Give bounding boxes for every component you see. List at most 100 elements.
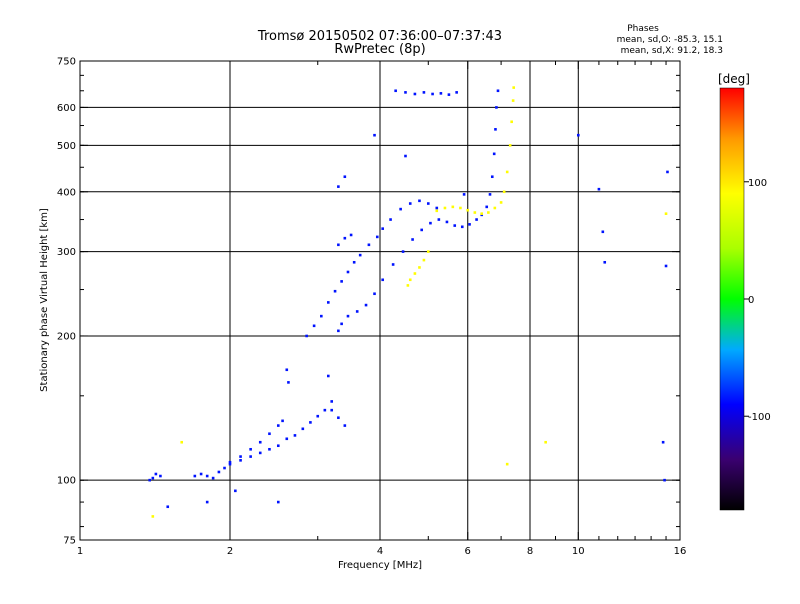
data-point-o [453, 224, 457, 227]
data-point-x [511, 99, 515, 102]
data-point-o [148, 478, 152, 482]
data-point-o [367, 243, 371, 247]
data-point-o [276, 500, 280, 504]
data-point-o [281, 419, 284, 423]
data-point-o [258, 440, 262, 444]
data-point-x [151, 515, 155, 518]
data-point-x [466, 208, 470, 212]
data-point-o [327, 301, 330, 304]
data-point-o [460, 225, 464, 229]
x-tick-label: 1 [77, 546, 83, 557]
data-point-o [455, 91, 458, 94]
data-point-o [166, 505, 170, 509]
data-point-o [494, 128, 497, 131]
data-point-o [276, 444, 280, 448]
x-tick-label: 6 [465, 546, 471, 557]
data-point-x [451, 205, 455, 209]
data-points [148, 86, 669, 518]
x-tick-label: 16 [674, 546, 687, 557]
y-tick-label: 100 [57, 476, 76, 487]
data-point-o [418, 199, 421, 203]
data-point-x [406, 284, 410, 287]
x-tick-label: 10 [572, 546, 585, 557]
chart-subtitle: RwPretec (8p) [334, 42, 425, 57]
data-point-o [337, 185, 340, 188]
data-point-o [340, 322, 343, 326]
data-point-x [499, 201, 503, 204]
x-axis-ticks: 1 2 4 6 8 10 16 [77, 61, 687, 557]
data-point-o [666, 170, 669, 174]
data-point-o [408, 202, 412, 205]
data-point-o [327, 374, 330, 378]
data-point-x [493, 206, 497, 210]
grid-lines [80, 61, 680, 540]
data-point-o [389, 218, 392, 221]
data-point-o [205, 474, 209, 478]
data-point-o [330, 408, 334, 412]
data-point-o [603, 260, 607, 264]
data-point-o [447, 93, 451, 96]
data-point-o [404, 154, 407, 158]
data-point-o [239, 455, 242, 458]
data-point-o [468, 223, 471, 226]
data-point-o [343, 236, 347, 240]
data-point-o [151, 476, 155, 480]
y-tick-label: 200 [57, 331, 76, 342]
data-point-o [268, 447, 271, 451]
data-point-o [154, 472, 158, 476]
colorbar-label: [deg] [718, 72, 750, 86]
data-point-o [293, 434, 297, 437]
y-tick-label: 600 [57, 103, 76, 114]
data-point-x [459, 206, 462, 210]
data-point-x [508, 144, 512, 147]
data-point-o [249, 447, 252, 451]
data-point-o [373, 292, 376, 296]
data-point-o [228, 462, 232, 466]
data-point-o [381, 278, 384, 282]
data-point-o [223, 466, 226, 470]
data-point-x [510, 120, 513, 124]
data-point-o [268, 432, 271, 436]
data-point-o [343, 175, 347, 179]
data-point-x [413, 272, 417, 275]
phases-legend-o-line: mean, sd,O: -85.3, 15.1 [617, 35, 723, 45]
data-point-o [490, 175, 494, 179]
data-point-o [492, 152, 496, 156]
chart-title: Tromsø 20150502 07:36:00–07:37:43 [257, 29, 502, 44]
data-point-o [373, 133, 376, 137]
data-point-x [408, 278, 412, 282]
data-point-o [346, 270, 350, 274]
data-point-o [355, 310, 359, 313]
data-point-o [358, 253, 362, 257]
data-point-o [445, 220, 449, 224]
data-point-o [576, 133, 580, 137]
y-tick-label: 75 [63, 536, 76, 547]
colorbar-tick-label: 100 [748, 178, 767, 189]
phases-legend-x-line: mean, sd,X: 91.2, 18.3 [621, 46, 723, 56]
data-point-o [352, 260, 356, 264]
y-tick-label: 400 [57, 187, 76, 198]
colorbar-tick-label: -100 [748, 412, 771, 423]
data-point-o [349, 233, 353, 237]
data-point-o [364, 303, 368, 307]
data-point-o [159, 474, 162, 478]
data-point-x [426, 250, 430, 253]
data-point-o [285, 368, 289, 372]
data-point-o [258, 451, 262, 455]
data-point-o [664, 264, 668, 268]
y-tick-label: 750 [57, 57, 76, 68]
data-point-o [316, 414, 320, 418]
x-tick-label: 4 [377, 546, 383, 557]
data-point-o [375, 235, 379, 239]
data-point-o [391, 263, 395, 266]
data-point-o [431, 92, 434, 96]
data-point-o [301, 427, 305, 431]
data-point-o [343, 424, 347, 427]
data-point-o [217, 470, 221, 474]
data-point-o [601, 230, 605, 234]
data-point-o [404, 91, 407, 94]
data-point-x [480, 212, 484, 215]
data-point-o [340, 280, 343, 283]
